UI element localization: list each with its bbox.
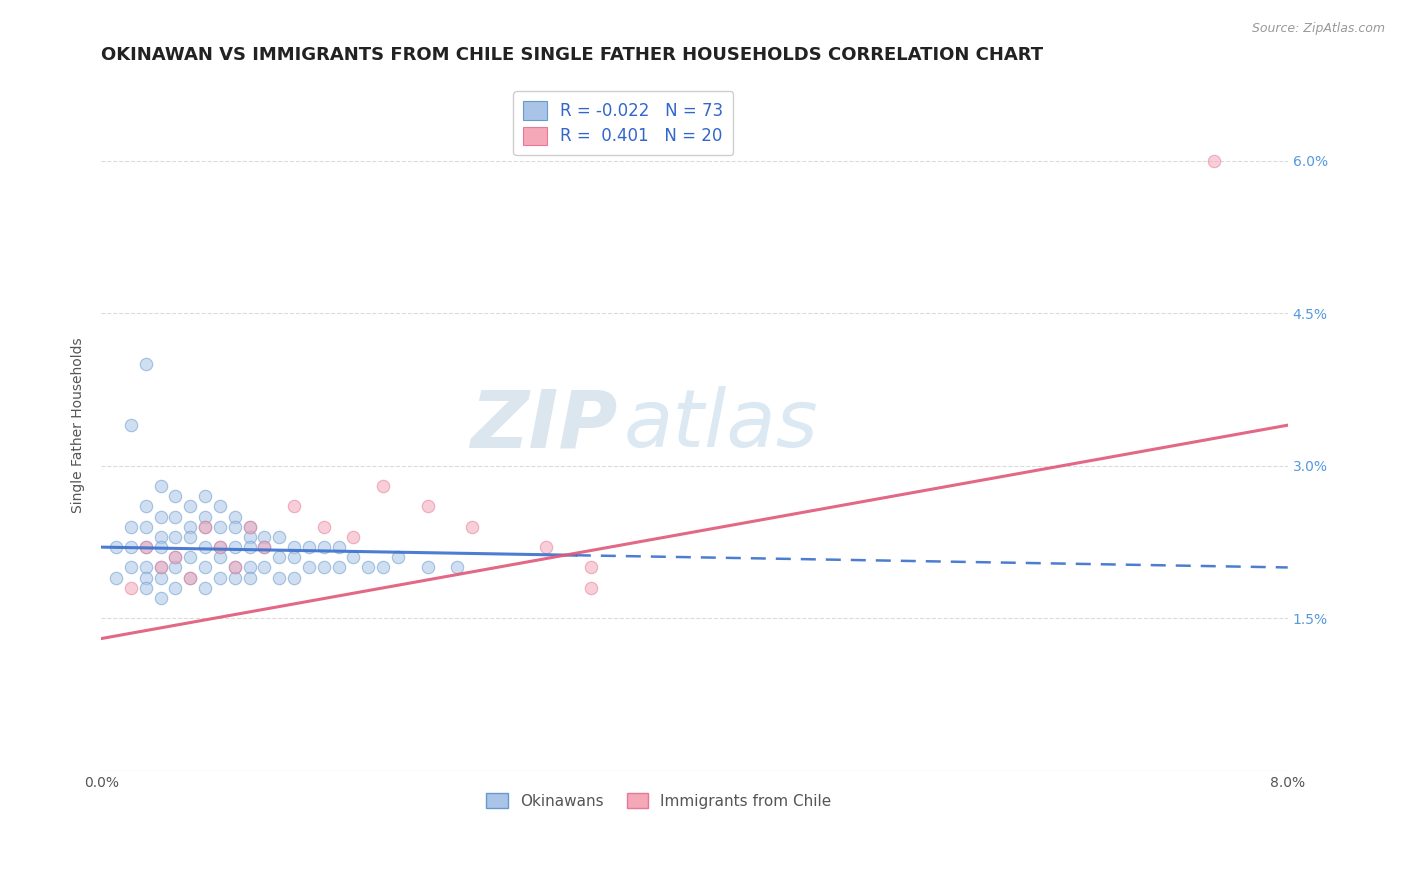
Point [224,520,246,534]
Point [224,540,246,554]
Point [208,550,231,565]
Point [165,550,187,565]
Point [135,571,157,585]
Point [179,500,201,514]
Point [328,540,350,554]
Point [165,509,187,524]
Point [194,520,217,534]
Point [238,540,260,554]
Point [283,540,305,554]
Point [534,540,557,554]
Point [165,550,187,565]
Point [416,560,439,574]
Point [328,560,350,574]
Point [120,540,142,554]
Point [135,560,157,574]
Point [579,560,602,574]
Point [135,540,157,554]
Point [357,560,380,574]
Text: atlas: atlas [623,386,818,464]
Text: ZIP: ZIP [470,386,617,464]
Point [105,571,128,585]
Point [238,560,260,574]
Point [120,581,142,595]
Point [371,560,394,574]
Point [120,520,142,534]
Text: Source: ZipAtlas.com: Source: ZipAtlas.com [1251,22,1385,36]
Point [135,357,157,371]
Point [149,509,172,524]
Point [135,581,157,595]
Point [283,571,305,585]
Point [238,530,260,544]
Point [298,560,321,574]
Point [224,509,246,524]
Point [194,560,217,574]
Point [269,550,291,565]
Point [179,530,201,544]
Point [120,418,142,433]
Point [208,520,231,534]
Point [253,540,276,554]
Point [208,571,231,585]
Point [312,520,335,534]
Point [253,540,276,554]
Point [135,500,157,514]
Point [446,560,468,574]
Point [224,560,246,574]
Point [179,571,201,585]
Point [283,500,305,514]
Point [312,540,335,554]
Point [253,530,276,544]
Point [149,530,172,544]
Point [179,571,201,585]
Point [194,540,217,554]
Legend: Okinawans, Immigrants from Chile: Okinawans, Immigrants from Chile [481,787,838,815]
Point [149,540,172,554]
Point [238,520,260,534]
Point [224,571,246,585]
Point [149,560,172,574]
Point [371,479,394,493]
Point [238,520,260,534]
Point [579,581,602,595]
Point [105,540,128,554]
Point [149,479,172,493]
Point [208,540,231,554]
Point [194,509,217,524]
Y-axis label: Single Father Households: Single Father Households [72,337,86,513]
Point [342,550,364,565]
Point [165,560,187,574]
Point [149,591,172,605]
Point [283,550,305,565]
Point [238,571,260,585]
Point [120,560,142,574]
Point [253,560,276,574]
Point [194,489,217,503]
Point [298,540,321,554]
Point [194,520,217,534]
Point [224,560,246,574]
Point [165,489,187,503]
Point [1202,153,1225,168]
Point [135,520,157,534]
Point [461,520,484,534]
Text: OKINAWAN VS IMMIGRANTS FROM CHILE SINGLE FATHER HOUSEHOLDS CORRELATION CHART: OKINAWAN VS IMMIGRANTS FROM CHILE SINGLE… [101,46,1043,64]
Point [208,540,231,554]
Point [312,560,335,574]
Point [179,520,201,534]
Point [135,540,157,554]
Point [179,550,201,565]
Point [416,500,439,514]
Point [165,530,187,544]
Point [269,571,291,585]
Point [342,530,364,544]
Point [149,571,172,585]
Point [208,500,231,514]
Point [149,560,172,574]
Point [165,581,187,595]
Point [387,550,409,565]
Point [194,581,217,595]
Point [269,530,291,544]
